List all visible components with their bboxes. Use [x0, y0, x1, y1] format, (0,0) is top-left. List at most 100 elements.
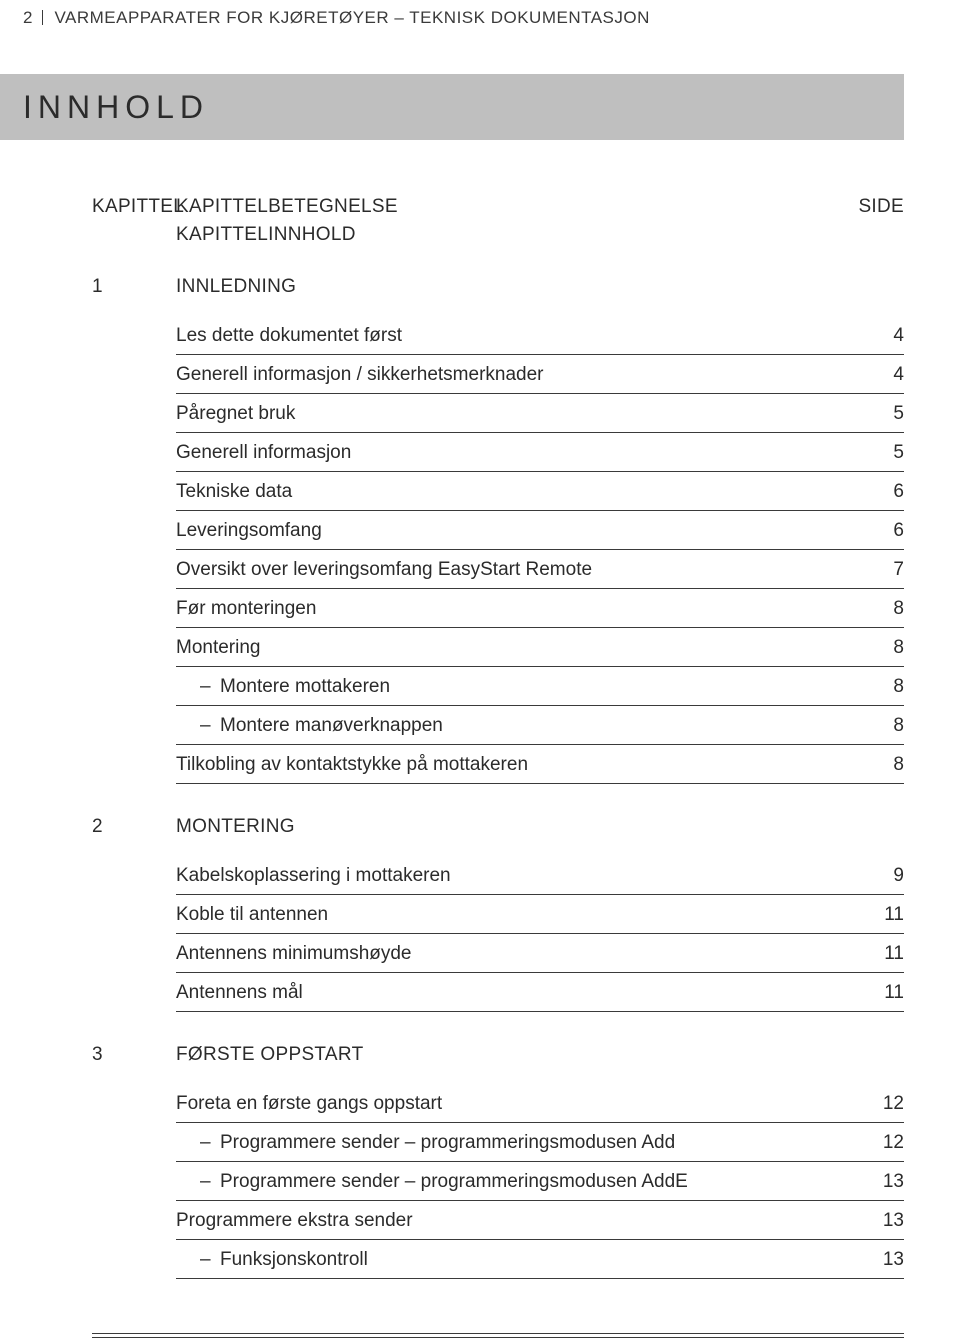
entry-label: Tilkobling av kontaktstykke på mottakere…	[176, 754, 528, 776]
entry-label-wrap: Før monteringen	[176, 589, 844, 628]
header-page: SIDE	[844, 196, 904, 218]
toc-entry: Foreta en første gangs oppstart12	[92, 1084, 904, 1123]
dash-icon: –	[200, 715, 212, 737]
entry-label-wrap: –Programmere sender – programmeringsmodu…	[176, 1162, 844, 1201]
bottom-rule	[92, 1333, 904, 1338]
chapter-number: 3	[92, 1044, 176, 1066]
entry-label-wrap: Generell informasjon / sikkerhetsmerknad…	[176, 355, 844, 394]
dash-icon: –	[200, 676, 212, 698]
header-content: KAPITTELINNHOLD	[176, 224, 844, 246]
spacer	[92, 224, 176, 246]
entry-page: 9	[844, 856, 904, 895]
spacer	[844, 816, 904, 838]
entry-page: 4	[844, 355, 904, 394]
entry-page: 8	[844, 589, 904, 628]
entry-page: 13	[844, 1201, 904, 1240]
entry-label: Før monteringen	[176, 598, 316, 620]
toc-entry: Generell informasjon / sikkerhetsmerknad…	[92, 355, 904, 394]
entry-label: Oversikt over leveringsomfang EasyStart …	[176, 559, 592, 581]
entry-label: Generell informasjon	[176, 442, 351, 464]
entry-label-wrap: Tekniske data	[176, 472, 844, 511]
entry-label-wrap: Koble til antennen	[176, 895, 844, 934]
dash-icon: –	[200, 1132, 212, 1154]
toc-entry: Tekniske data 6	[92, 472, 904, 511]
toc-entry: Montering8	[92, 628, 904, 667]
entry-page: 11	[844, 934, 904, 973]
entry-label-wrap: –Programmere sender – programmeringsmodu…	[176, 1123, 844, 1162]
dash-icon: –	[200, 1249, 212, 1271]
entry-label-wrap: Tilkobling av kontaktstykke på mottakere…	[176, 745, 844, 784]
entry-page: 6	[844, 511, 904, 550]
toc-entry: Påregnet bruk5	[92, 394, 904, 433]
entry-label-wrap: Antennens minimumshøyde	[176, 934, 844, 973]
entry-page: 8	[844, 667, 904, 706]
chapters-container: 1INNLEDNING Les dette dokumentet først 4 Ge…	[92, 276, 904, 1279]
chapter-heading: 3FØRSTE OPPSTART	[92, 1044, 904, 1066]
title-bar: INNHOLD	[0, 74, 904, 140]
entry-label: Programmere ekstra sender	[176, 1210, 413, 1232]
toc-entry: –Montere mottakeren8	[92, 667, 904, 706]
toc-entry: Tilkobling av kontaktstykke på mottakere…	[92, 745, 904, 784]
spacer	[844, 276, 904, 298]
entry-page: 8	[844, 706, 904, 745]
chapter-entries: Les dette dokumentet først 4 Generell info…	[92, 316, 904, 784]
entry-label: Montere manøverknappen	[220, 715, 443, 737]
toc-entry: Antennens mål 11	[92, 973, 904, 1012]
toc-entry: Les dette dokumentet først 4	[92, 316, 904, 355]
toc-entry: Kabelskoplassering i mottakeren 9	[92, 856, 904, 895]
toc-entry: Generell informasjon 5	[92, 433, 904, 472]
chapter-heading: 1INNLEDNING	[92, 276, 904, 298]
entry-page: 6	[844, 472, 904, 511]
entry-page: 4	[844, 316, 904, 355]
dash-icon: –	[200, 1171, 212, 1193]
entry-page: 12	[844, 1084, 904, 1123]
toc-content: KAPITTEL KAPITTELBETEGNELSE SIDE KAPITTE…	[0, 140, 904, 1279]
entry-label: Montering	[176, 637, 261, 659]
toc-entry: –Programmere sender – programmeringsmodu…	[92, 1123, 904, 1162]
toc-entry: –Programmere sender – programmeringsmodu…	[92, 1162, 904, 1201]
entry-label: Les dette dokumentet først	[176, 325, 402, 347]
entry-label-wrap: Foreta en første gangs oppstart	[176, 1084, 844, 1123]
toc-entry: Programmere ekstra sender 13	[92, 1201, 904, 1240]
entry-label-wrap: Antennens mål	[176, 973, 844, 1012]
entry-label-wrap: Generell informasjon	[176, 433, 844, 472]
entry-page: 5	[844, 433, 904, 472]
toc-entry: Leveringsomfang 6	[92, 511, 904, 550]
separator	[42, 10, 43, 25]
page-title: INNHOLD	[23, 89, 209, 126]
chapter-entries: Foreta en første gangs oppstart12–Progra…	[92, 1084, 904, 1279]
entry-page: 11	[844, 973, 904, 1012]
running-head: 2 VARMEAPPARATER FOR KJØRETØYER – TEKNIS…	[0, 0, 904, 28]
entry-label: Antennens mål	[176, 982, 303, 1004]
chapter-title: MONTERING	[176, 816, 844, 838]
entry-label-wrap: Programmere ekstra sender	[176, 1201, 844, 1240]
toc-header-row: KAPITTEL KAPITTELBETEGNELSE SIDE	[92, 196, 904, 218]
toc-entry: Oversikt over leveringsomfang EasyStart …	[92, 550, 904, 589]
entry-label-wrap: Kabelskoplassering i mottakeren	[176, 856, 844, 895]
entry-label: Funksjonskontroll	[220, 1249, 368, 1271]
entry-label: Leveringsomfang	[176, 520, 322, 542]
spacer	[844, 1044, 904, 1066]
entry-label-wrap: Oversikt over leveringsomfang EasyStart …	[176, 550, 844, 589]
entry-label-wrap: –Montere mottakeren	[176, 667, 844, 706]
entry-page: 8	[844, 745, 904, 784]
entry-page: 7	[844, 550, 904, 589]
toc-subheader-row: KAPITTELINNHOLD	[92, 224, 904, 246]
entry-label: Antennens minimumshøyde	[176, 943, 412, 965]
entry-label-wrap: Leveringsomfang	[176, 511, 844, 550]
entry-label: Programmere sender – programmeringsmodus…	[220, 1171, 688, 1193]
entry-label: Generell informasjon / sikkerhetsmerknad…	[176, 364, 544, 386]
entry-label-wrap: Påregnet bruk	[176, 394, 844, 433]
chapter-title: FØRSTE OPPSTART	[176, 1044, 844, 1066]
toc-entry: Antennens minimumshøyde 11	[92, 934, 904, 973]
toc-entry: –Montere manøverknappen8	[92, 706, 904, 745]
entry-page: 5	[844, 394, 904, 433]
entry-label: Tekniske data	[176, 481, 292, 503]
entry-page: 13	[844, 1162, 904, 1201]
entry-page: 11	[844, 895, 904, 934]
entry-label-wrap: –Montere manøverknappen	[176, 706, 844, 745]
chapter-heading: 2MONTERING	[92, 816, 904, 838]
toc-entry: –Funksjonskontroll13	[92, 1240, 904, 1279]
chapter-title: INNLEDNING	[176, 276, 844, 298]
entry-label: Kabelskoplassering i mottakeren	[176, 865, 451, 887]
